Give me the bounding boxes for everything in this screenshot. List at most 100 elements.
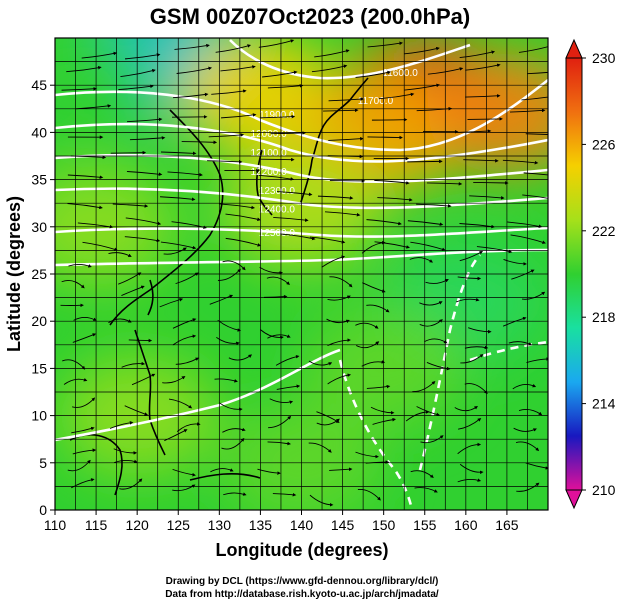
streamline	[464, 383, 488, 395]
streamline	[67, 174, 104, 179]
streamline	[355, 322, 379, 329]
contour-label: 12100.0	[251, 148, 288, 159]
streamline	[465, 63, 501, 71]
colorbar-max-arrow	[565, 38, 583, 59]
streamline	[108, 252, 132, 257]
streamline	[459, 463, 484, 475]
streamline	[521, 291, 546, 300]
streamline	[465, 94, 501, 98]
streamline	[75, 17, 109, 26]
streamline	[214, 378, 238, 383]
streamline	[321, 255, 346, 268]
contour-label: 11600.0	[382, 68, 418, 79]
streamline	[526, 357, 548, 364]
streamline	[424, 338, 448, 344]
streamline	[209, 294, 234, 305]
streamline	[502, 159, 539, 165]
streamline	[258, 39, 295, 48]
streamline	[523, 172, 548, 176]
streamline	[128, 338, 153, 343]
streamline	[259, 266, 284, 275]
streamline	[427, 67, 464, 75]
streamline	[221, 113, 257, 119]
streamline	[112, 203, 149, 208]
streamline	[464, 345, 489, 350]
streamline	[513, 427, 537, 432]
y-tick-label: 25	[31, 266, 47, 282]
streamline	[460, 353, 484, 364]
streamline	[124, 405, 149, 416]
streamline	[121, 285, 145, 296]
streamline	[374, 241, 410, 249]
streamline	[176, 422, 201, 432]
streamline	[210, 468, 234, 473]
streamline	[72, 448, 97, 455]
streamline	[327, 373, 352, 385]
streamline	[222, 427, 246, 433]
streamline	[314, 49, 350, 58]
streamline	[110, 150, 147, 155]
streamline	[473, 181, 509, 185]
colorbar-tick-label: 230	[592, 50, 616, 66]
streamline	[207, 160, 243, 164]
contour-label: 12500.0	[259, 228, 296, 239]
streamline	[164, 429, 188, 442]
streamline	[276, 384, 301, 390]
contour-line	[55, 122, 548, 163]
streamline	[257, 468, 281, 475]
streamline	[124, 53, 161, 60]
streamline	[280, 233, 316, 241]
streamline	[126, 171, 163, 176]
streamline	[308, 360, 333, 366]
streamline	[260, 329, 284, 340]
streamline	[267, 441, 291, 446]
streamline	[162, 376, 186, 384]
streamline	[276, 191, 313, 197]
streamline	[525, 133, 548, 135]
x-tick-label: 165	[495, 517, 519, 533]
x-tick-label: 160	[454, 517, 478, 533]
colorbar-tick-label: 210	[592, 482, 616, 498]
streamline	[219, 402, 243, 412]
contour-line	[55, 348, 341, 442]
streamline	[71, 426, 95, 434]
streamline	[219, 203, 256, 210]
streamline	[513, 20, 547, 27]
streamline	[216, 337, 240, 346]
contour-label: 12000.0	[251, 129, 288, 140]
streamline	[366, 384, 391, 389]
streamline	[511, 269, 535, 280]
streamline	[267, 84, 304, 89]
y-axis-label: Latitude (degrees)	[4, 196, 24, 352]
y-axis-ticks: 0 5 10 15 20 25 30 35 40 45	[31, 77, 55, 518]
colorbar-tick-label: 226	[592, 136, 616, 152]
contour-label: 12400.0	[259, 205, 296, 216]
streamline	[119, 478, 143, 490]
colorbar-tick-label: 218	[592, 309, 616, 325]
streamline	[410, 241, 446, 252]
contour-line	[229, 39, 471, 80]
contour-line	[418, 254, 481, 471]
streamline	[323, 108, 359, 113]
streamline	[410, 470, 434, 478]
streamline	[118, 84, 154, 91]
streamline	[211, 89, 247, 95]
x-tick-label: 135	[249, 517, 273, 533]
y-tick-label: 15	[31, 360, 47, 376]
streamline	[457, 478, 482, 483]
streamline	[223, 492, 247, 496]
streamline	[459, 50, 496, 59]
streamline	[267, 334, 291, 339]
y-tick-label: 30	[31, 219, 47, 235]
y-tick-label: 10	[31, 408, 47, 424]
streamline	[176, 66, 213, 74]
streamline	[522, 194, 548, 199]
streamline	[512, 383, 537, 390]
streamline	[272, 492, 297, 497]
streamline	[412, 380, 436, 393]
x-tick-label: 145	[331, 517, 355, 533]
coast-china	[109, 109, 224, 326]
credit-drawing: Drawing by DCL (https://www.gfd-dennou.o…	[166, 576, 439, 587]
streamline	[355, 70, 391, 78]
